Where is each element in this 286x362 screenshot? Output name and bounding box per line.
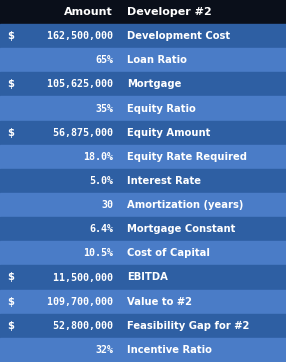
Bar [0,193,286,217]
Bar [0,265,286,290]
Text: 109,700,000: 109,700,000 [41,296,113,307]
Bar [0,241,286,265]
Text: Equity Ratio: Equity Ratio [127,104,196,114]
Text: 10.5%: 10.5% [83,248,113,258]
Text: Amount: Amount [64,7,113,17]
Text: 32%: 32% [95,345,113,355]
Bar [0,314,286,338]
Text: $: $ [7,321,14,331]
Text: $: $ [7,79,14,89]
Text: $: $ [7,273,14,282]
Text: 11,500,000: 11,500,000 [41,273,113,282]
Text: 5.0%: 5.0% [89,176,113,186]
Bar [0,121,286,145]
Text: 65%: 65% [95,55,113,65]
Text: 6.4%: 6.4% [89,224,113,234]
Text: Value to #2: Value to #2 [127,296,192,307]
Bar [0,96,286,121]
Bar [0,169,286,193]
Text: Mortgage: Mortgage [127,79,182,89]
Text: 52,800,000: 52,800,000 [41,321,113,331]
Text: Equity Amount: Equity Amount [127,128,211,138]
Bar [0,217,286,241]
Text: Cost of Capital: Cost of Capital [127,248,210,258]
Text: 18.0%: 18.0% [83,152,113,162]
Bar [0,72,286,96]
Bar [0,145,286,169]
Text: Interest Rate: Interest Rate [127,176,201,186]
Text: Developer #2: Developer #2 [127,7,212,17]
Text: Equity Rate Required: Equity Rate Required [127,152,247,162]
Text: Development Cost: Development Cost [127,31,231,41]
Bar [0,290,286,314]
Text: 35%: 35% [95,104,113,114]
Text: Feasibility Gap for #2: Feasibility Gap for #2 [127,321,250,331]
Text: EBITDA: EBITDA [127,273,168,282]
Text: 30: 30 [101,200,113,210]
Bar [0,24,286,48]
Text: Loan Ratio: Loan Ratio [127,55,187,65]
Text: Amortization (years): Amortization (years) [127,200,244,210]
Text: 162,500,000: 162,500,000 [41,31,113,41]
Text: $: $ [7,128,14,138]
Text: 105,625,000: 105,625,000 [41,79,113,89]
Bar [0,48,286,72]
Bar [0,0,286,24]
Bar [0,338,286,362]
Text: 56,875,000: 56,875,000 [41,128,113,138]
Text: Mortgage Constant: Mortgage Constant [127,224,236,234]
Text: Incentive Ratio: Incentive Ratio [127,345,212,355]
Text: $: $ [7,296,14,307]
Text: $: $ [7,31,14,41]
